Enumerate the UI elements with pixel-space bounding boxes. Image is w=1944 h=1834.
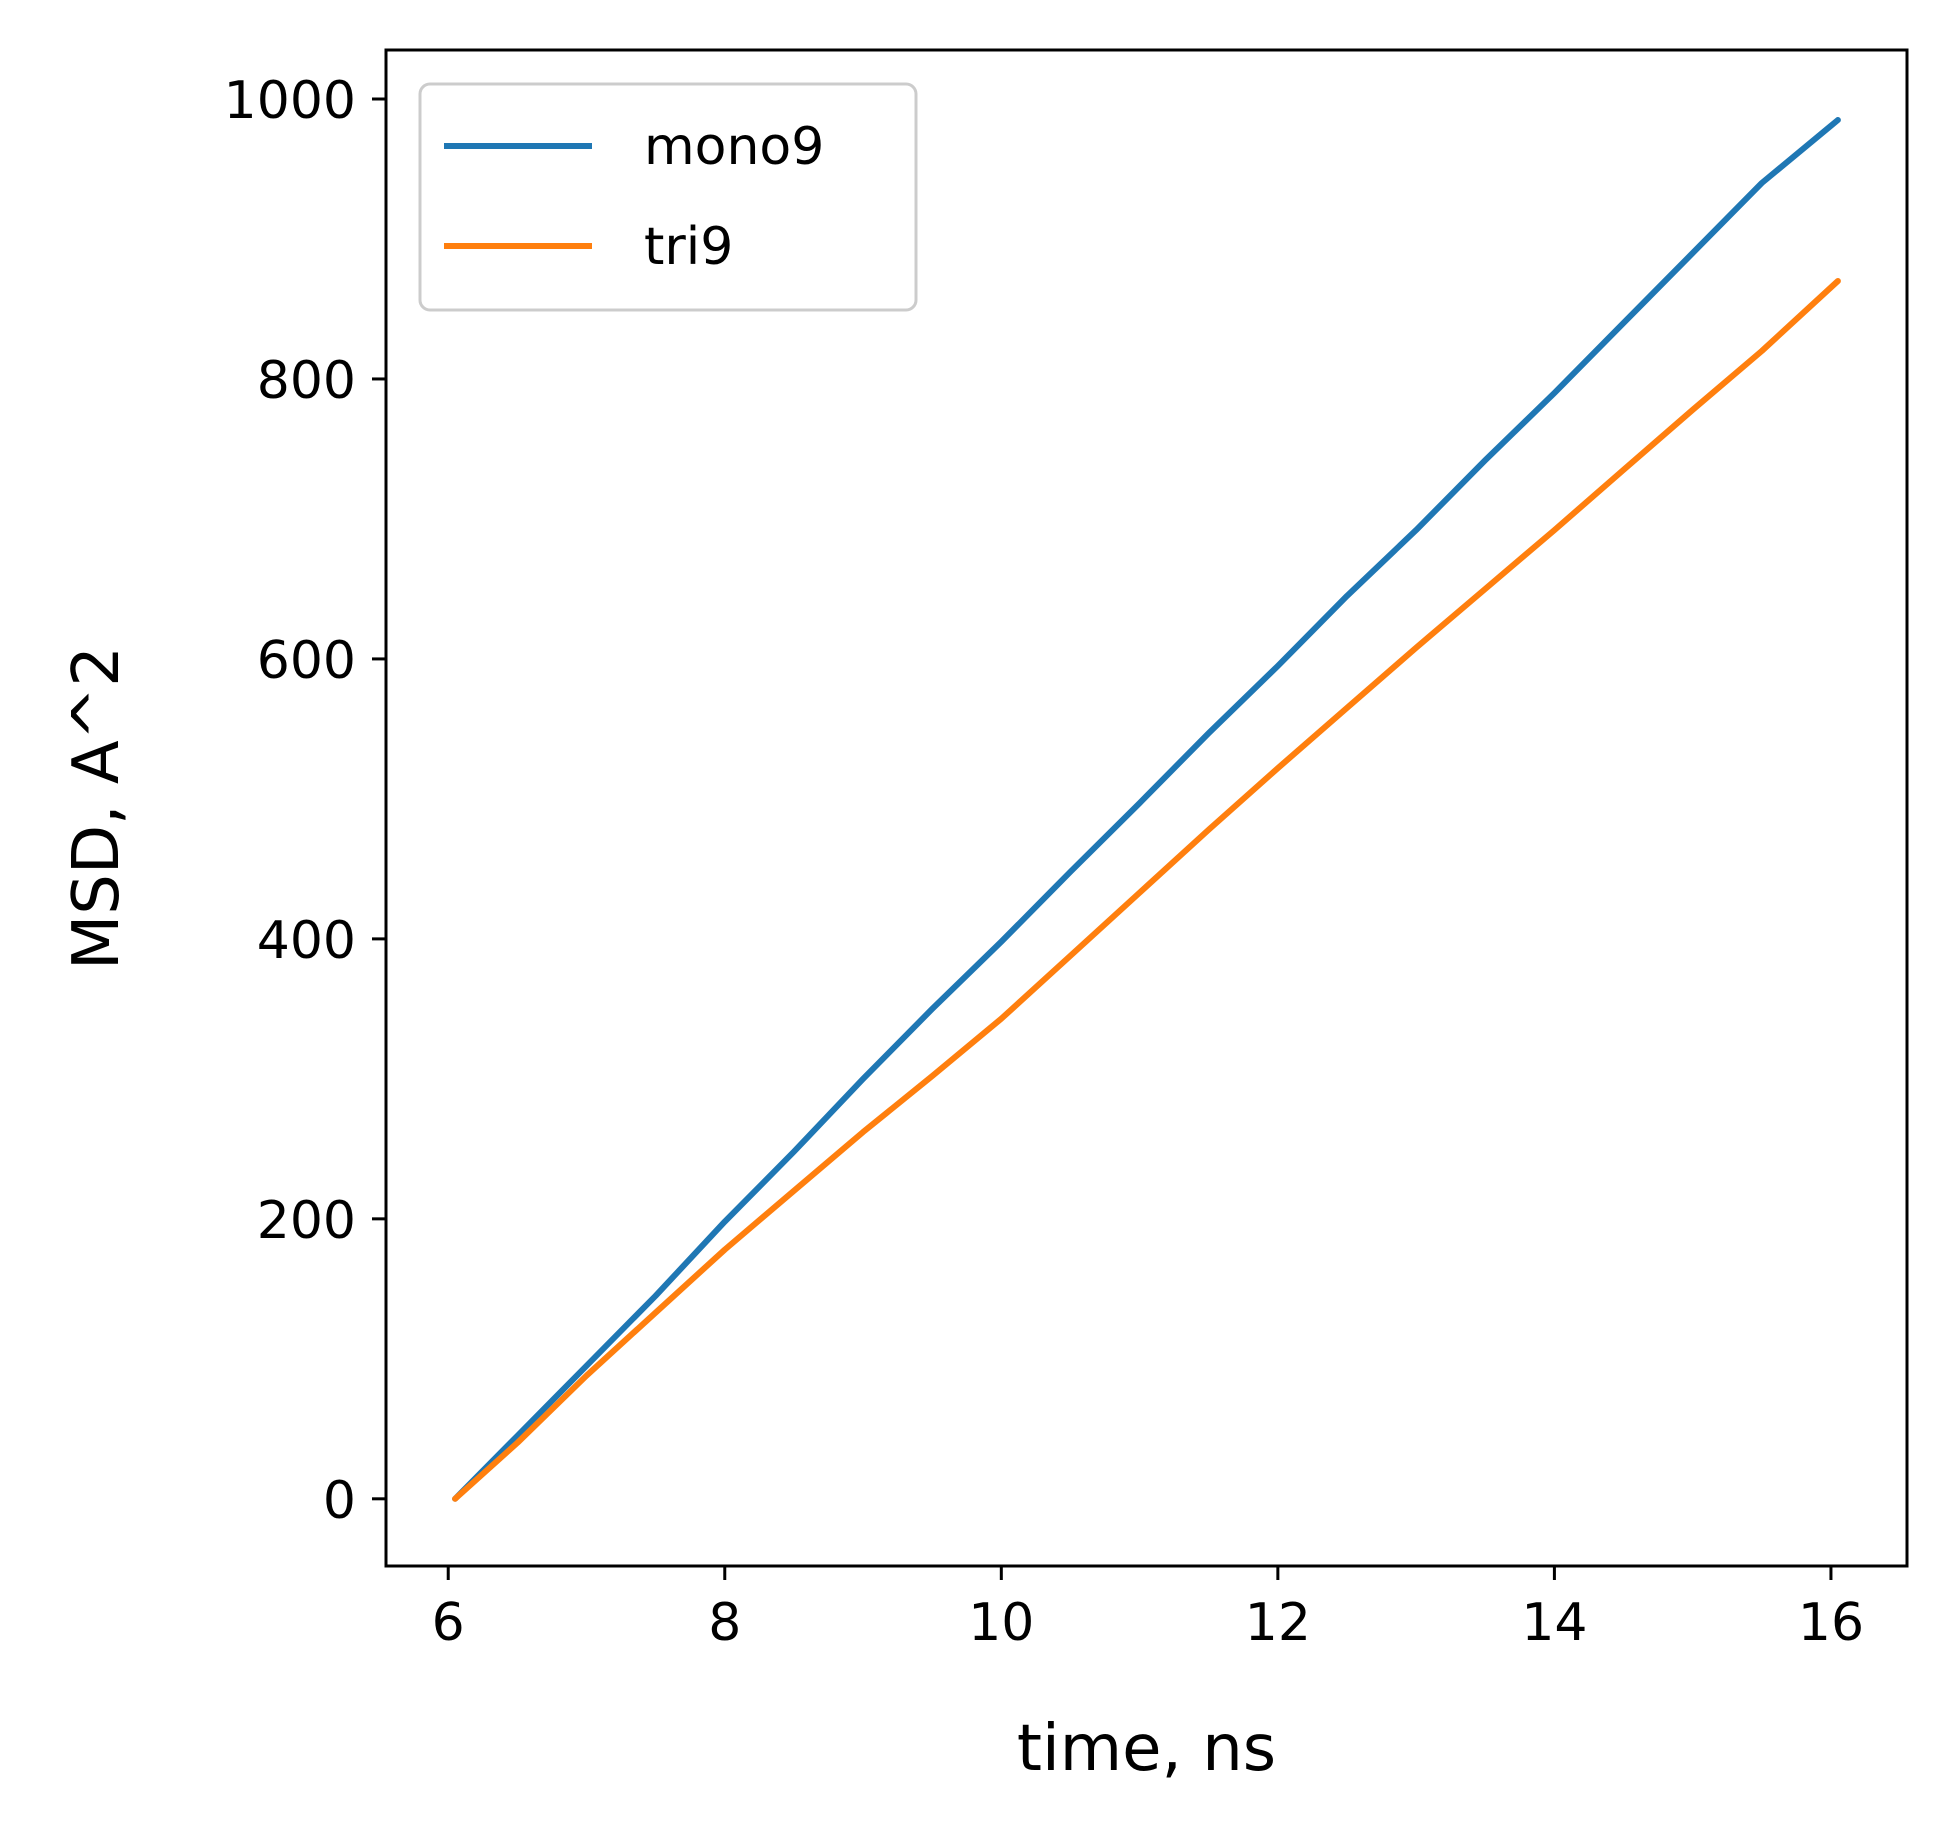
series-line-mono9	[452, 117, 1841, 1502]
plot-area	[452, 117, 1841, 1502]
x-axis-label: time, ns	[1017, 1712, 1276, 1786]
x-tick-label: 8	[708, 1593, 741, 1653]
y-tick-label: 0	[323, 1471, 356, 1531]
plot-frame	[384, 48, 1909, 1568]
y-axis-label: MSD, A^2	[60, 646, 134, 970]
legend-box	[418, 82, 918, 312]
y-tick-label: 600	[257, 631, 356, 691]
x-tick-label: 10	[968, 1593, 1034, 1653]
series-line-tri9	[452, 278, 1841, 1502]
x-tick-label: 16	[1798, 1593, 1864, 1653]
legend-label-mono9: mono9	[644, 117, 824, 177]
x-tick-label: 12	[1245, 1593, 1311, 1653]
y-tick-label: 400	[257, 911, 356, 971]
y-tick-label: 1000	[224, 71, 356, 131]
y-tick-label: 800	[257, 351, 356, 411]
x-tick-label: 14	[1521, 1593, 1587, 1653]
legend-label-tri9: tri9	[644, 217, 733, 277]
legend: mono9 tri9	[418, 82, 918, 312]
axes: 6 8 10 12 14 16 0 200 400 600 800 1000	[224, 48, 1909, 1653]
x-tick-label: 6	[432, 1593, 465, 1653]
y-tick-label: 200	[257, 1191, 356, 1251]
